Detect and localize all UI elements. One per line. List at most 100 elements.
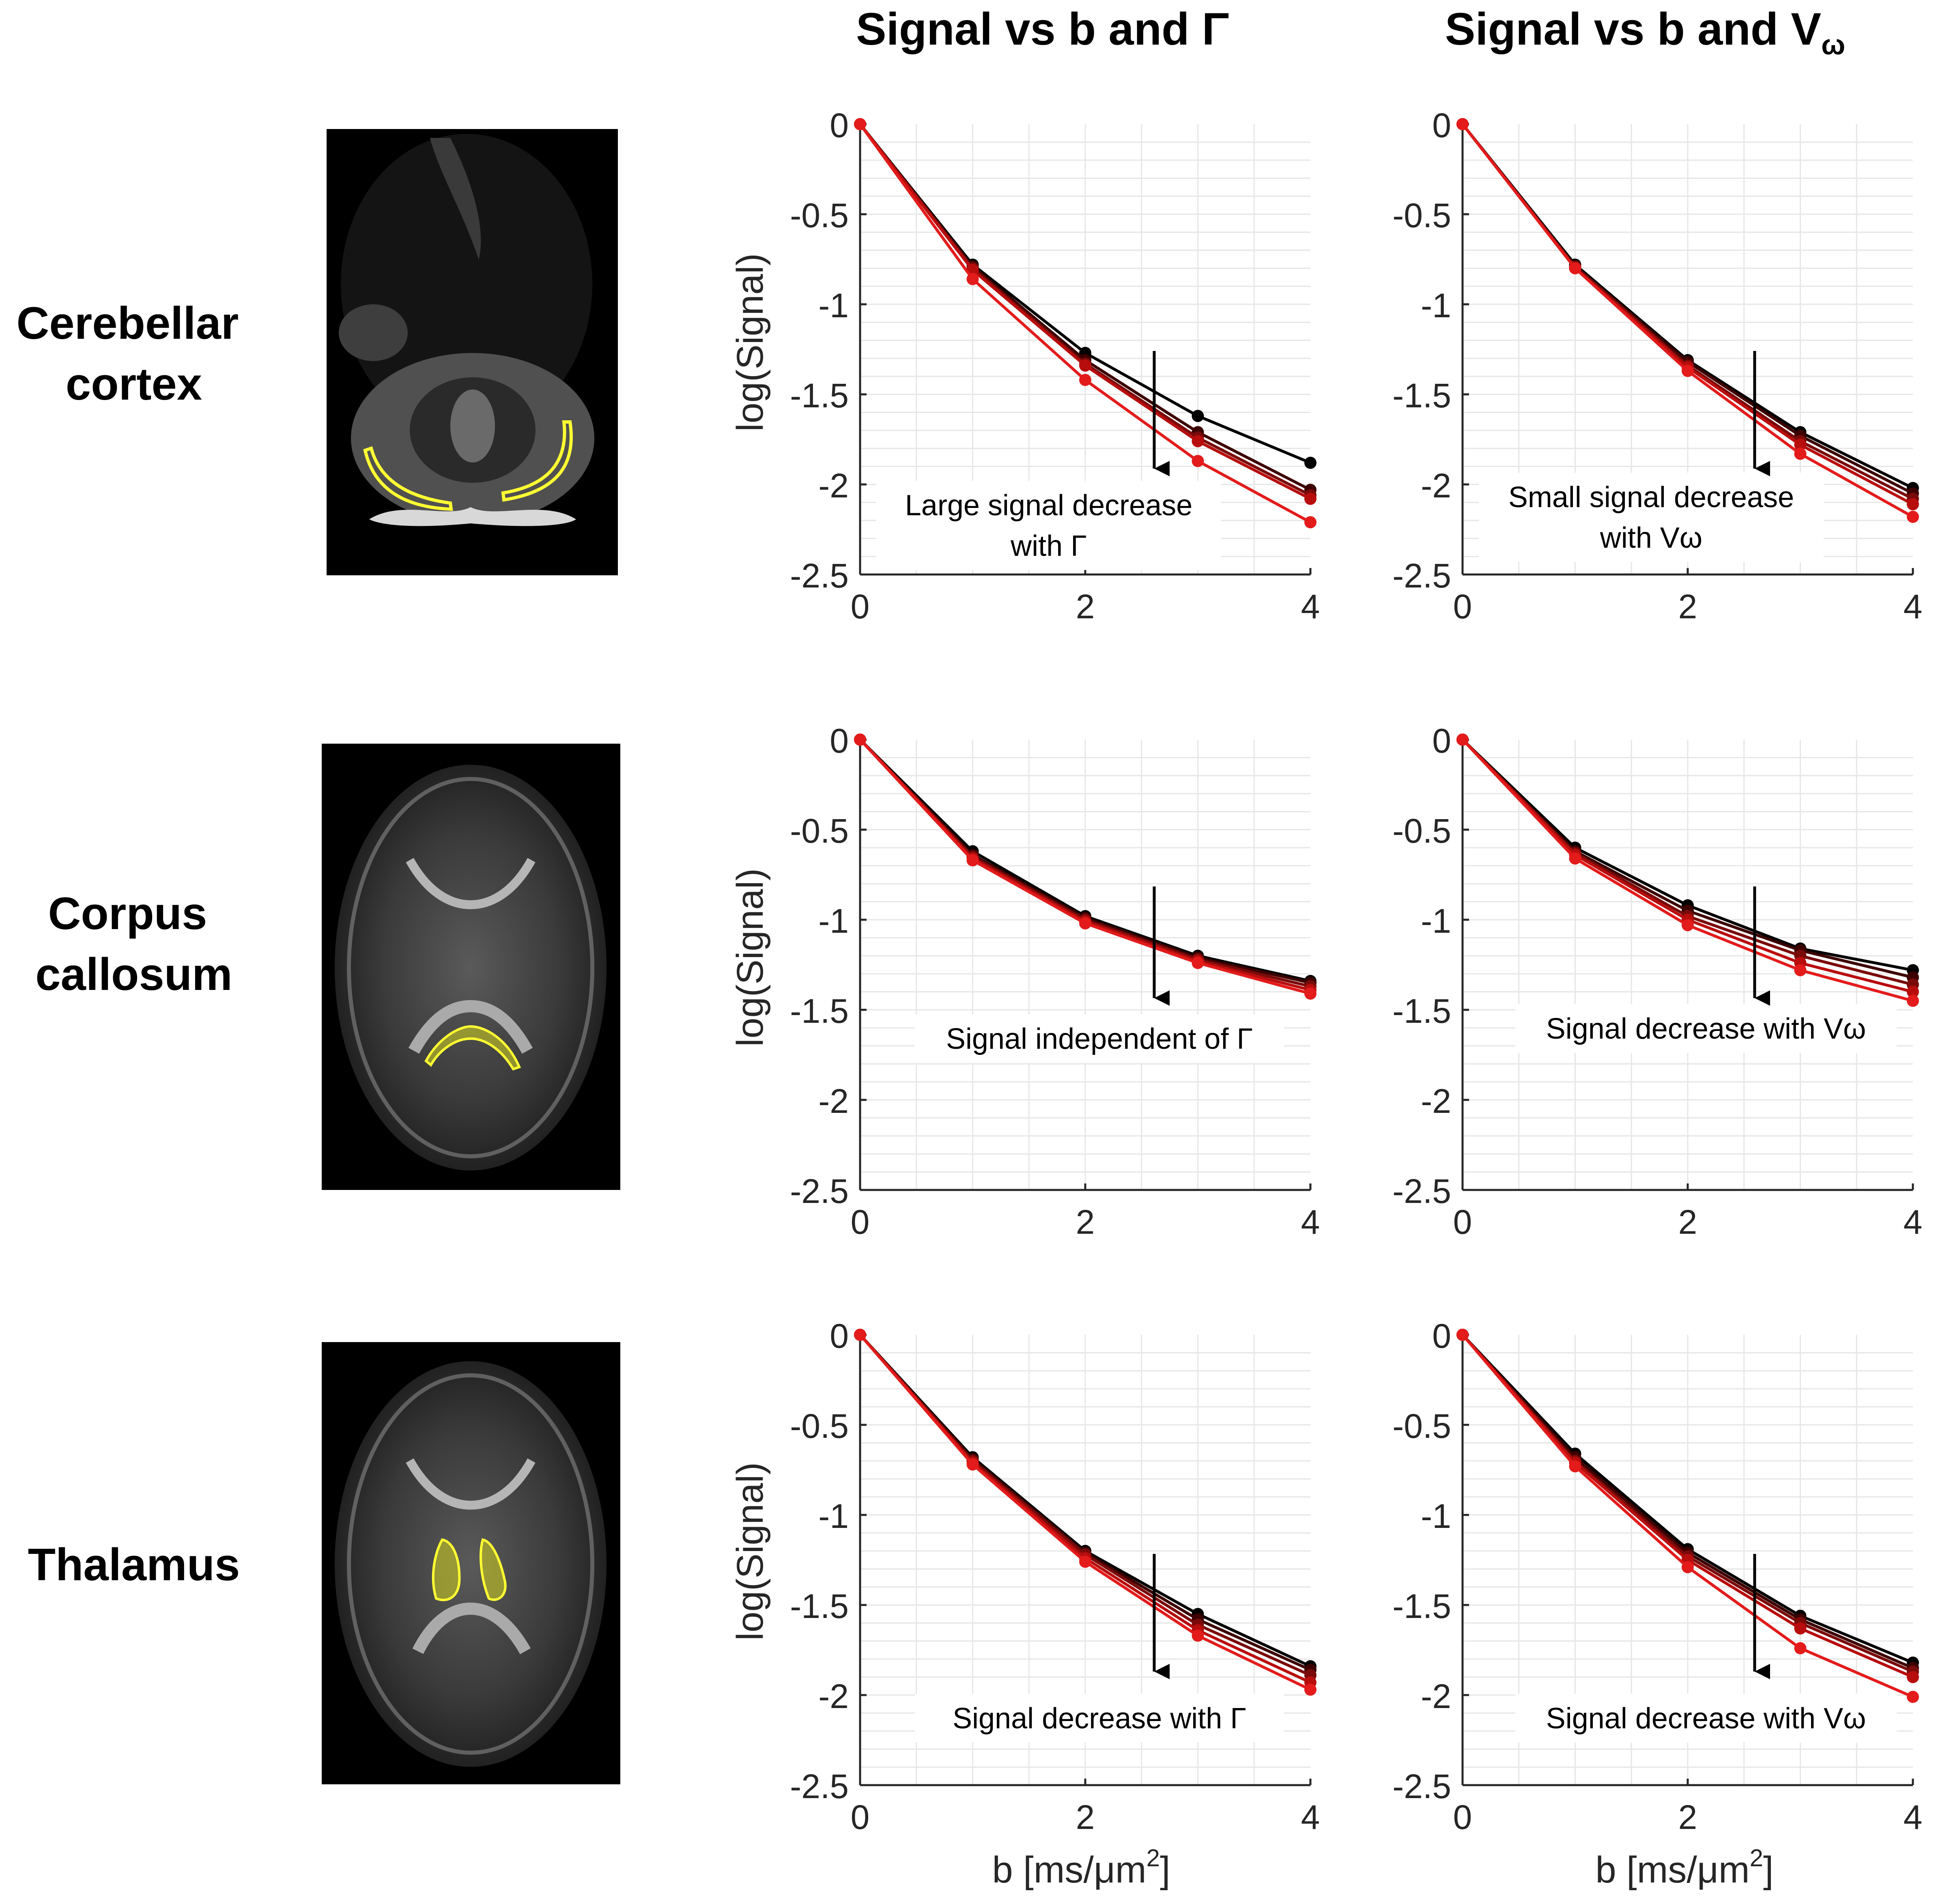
data-point bbox=[1907, 994, 1919, 1007]
y-tick-label: -1 bbox=[1421, 286, 1451, 325]
y-tick-label: -0.5 bbox=[1392, 812, 1451, 850]
data-point bbox=[854, 118, 866, 130]
row-label-cerebellar: Cerebellar cortex bbox=[17, 298, 252, 409]
x-tick-label: 2 bbox=[1678, 1203, 1697, 1241]
annotation-box bbox=[915, 1014, 1284, 1063]
data-point bbox=[1907, 1691, 1919, 1703]
data-point bbox=[1907, 498, 1919, 510]
data-point bbox=[1682, 1561, 1694, 1573]
mri-image-cerebellar bbox=[327, 129, 618, 575]
annotation-text: Large signal decrease bbox=[905, 489, 1192, 522]
x-tick-label: 2 bbox=[1076, 587, 1095, 626]
data-point bbox=[1794, 1622, 1807, 1635]
data-point bbox=[1079, 1555, 1091, 1568]
data-point bbox=[854, 734, 866, 746]
annotation-box bbox=[876, 481, 1221, 570]
x-tick-label: 4 bbox=[1904, 1798, 1923, 1836]
data-point bbox=[1304, 456, 1316, 469]
x-tick-label: 4 bbox=[1904, 1203, 1923, 1241]
y-tick-label: -2.5 bbox=[790, 557, 849, 595]
ylabel-row-3: log(Signal) bbox=[729, 1462, 771, 1641]
data-point bbox=[1794, 964, 1807, 977]
y-tick-label: 0 bbox=[1432, 722, 1451, 760]
ylabel-row-2: log(Signal) bbox=[729, 868, 771, 1047]
x-tick-label: 4 bbox=[1904, 587, 1923, 626]
data-point bbox=[854, 1329, 866, 1341]
data-point bbox=[1304, 493, 1316, 505]
y-tick-label: -2 bbox=[1421, 1082, 1451, 1120]
y-tick-label: -2 bbox=[818, 1082, 849, 1120]
x-tick-label: 0 bbox=[851, 1203, 870, 1241]
xlabel-col-2: b [ms/μm2] bbox=[1595, 1844, 1773, 1891]
annotation-text: with Γ bbox=[1010, 530, 1087, 562]
y-tick-label: -1 bbox=[1421, 1497, 1451, 1535]
y-tick-label: -2 bbox=[818, 1677, 849, 1715]
data-point bbox=[1079, 359, 1091, 372]
x-tick-label: 2 bbox=[1678, 587, 1697, 626]
annotation-text: Small signal decrease bbox=[1508, 481, 1794, 514]
y-tick-label: -1.5 bbox=[790, 1587, 849, 1625]
y-tick-label: -2 bbox=[1421, 467, 1451, 505]
x-tick-label: 4 bbox=[1301, 587, 1320, 626]
data-point bbox=[1907, 510, 1919, 523]
data-point bbox=[1304, 1683, 1316, 1696]
data-point bbox=[1569, 1460, 1581, 1473]
x-tick-label: 2 bbox=[1076, 1203, 1095, 1241]
mri-image-corpus-callosum bbox=[322, 744, 620, 1190]
roi-outline-corpus-callosum bbox=[424, 1025, 521, 1071]
data-point bbox=[1456, 118, 1469, 130]
data-point bbox=[1456, 734, 1469, 746]
y-tick-label: -1.5 bbox=[1392, 1587, 1451, 1625]
annotation-text: Signal decrease with Vω bbox=[1546, 1702, 1866, 1735]
annotation-box bbox=[1515, 1004, 1897, 1053]
y-tick-label: -2.5 bbox=[790, 1172, 849, 1210]
annotation-text: Signal independent of Γ bbox=[946, 1023, 1253, 1055]
x-tick-label: 0 bbox=[851, 587, 870, 626]
data-point bbox=[1192, 410, 1204, 422]
x-tick-label: 2 bbox=[1678, 1798, 1697, 1836]
annotation-box bbox=[1479, 473, 1824, 562]
y-tick-label: -1 bbox=[818, 286, 849, 325]
data-point bbox=[1304, 987, 1316, 1000]
x-tick-label: 4 bbox=[1301, 1798, 1320, 1836]
data-point bbox=[1794, 439, 1807, 451]
y-tick-label: -1 bbox=[1421, 902, 1451, 940]
y-tick-label: 0 bbox=[830, 722, 849, 760]
data-point bbox=[1907, 985, 1919, 998]
column-title-vomega: Signal vs b and Vω bbox=[1445, 4, 1845, 60]
data-point bbox=[1079, 374, 1091, 386]
y-tick-label: 0 bbox=[830, 106, 849, 144]
y-tick-label: 0 bbox=[1432, 1317, 1451, 1355]
data-point bbox=[1192, 435, 1204, 447]
row-label-corpus: Corpus callosum bbox=[35, 888, 232, 1000]
y-tick-label: -2 bbox=[818, 467, 849, 505]
data-point bbox=[1907, 1671, 1919, 1683]
data-point bbox=[1682, 365, 1694, 377]
data-point bbox=[966, 854, 979, 867]
y-tick-label: -0.5 bbox=[790, 812, 849, 850]
y-tick-label: -1 bbox=[818, 902, 849, 940]
y-tick-label: -2.5 bbox=[790, 1767, 849, 1805]
column-title-gamma: Signal vs b and Γ bbox=[856, 4, 1229, 54]
roi-outline-cerebellar-right bbox=[501, 420, 573, 502]
y-tick-label: -2.5 bbox=[1392, 1172, 1451, 1210]
y-tick-label: -0.5 bbox=[1392, 1407, 1451, 1445]
x-tick-label: 4 bbox=[1301, 1203, 1320, 1241]
data-point bbox=[1192, 455, 1204, 467]
x-tick-label: 0 bbox=[1453, 1798, 1472, 1836]
x-tick-label: 2 bbox=[1076, 1798, 1095, 1836]
y-tick-label: -0.5 bbox=[790, 1407, 849, 1445]
y-tick-label: -1.5 bbox=[790, 992, 849, 1030]
data-point bbox=[1794, 1642, 1807, 1654]
annotation-box bbox=[915, 1694, 1284, 1743]
data-point bbox=[1569, 852, 1581, 865]
x-tick-label: 0 bbox=[1453, 1203, 1472, 1241]
data-point bbox=[1079, 917, 1091, 929]
ylabel-row-1: log(Signal) bbox=[729, 253, 771, 432]
